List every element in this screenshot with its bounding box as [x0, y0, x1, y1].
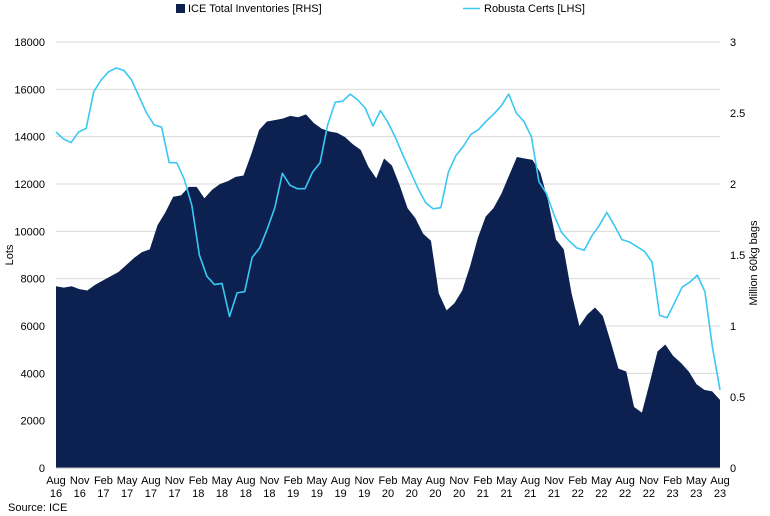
- x-tick-label: Feb 23: [663, 475, 682, 500]
- right-tick-label: 0.5: [730, 392, 745, 404]
- legend-swatch-inventories: [176, 4, 185, 13]
- x-tick-label: Aug 20: [426, 475, 446, 500]
- left-tick-label: 10000: [14, 226, 45, 238]
- right-tick-label: 3: [730, 37, 736, 49]
- x-tick-label: Nov 20: [449, 475, 469, 500]
- robusta-certs-line: [55, 67, 721, 391]
- legend-label-inventories: ICE Total Inventories [RHS]: [188, 3, 322, 15]
- x-tick-label: May 21: [496, 475, 517, 500]
- x-tick-label: Feb 17: [94, 475, 113, 500]
- x-tick-label: Aug 22: [615, 475, 635, 500]
- right-tick-label: 2.5: [730, 108, 745, 120]
- right-tick-label: 1: [730, 321, 736, 333]
- x-tick-label: Nov 21: [544, 475, 564, 500]
- right-tick-label: 0: [730, 463, 736, 475]
- x-tick-label: Aug 18: [236, 475, 256, 500]
- x-tick-label: Feb 19: [284, 475, 303, 500]
- x-tick-label: Nov 19: [355, 475, 375, 500]
- left-tick-label: 16000: [14, 84, 45, 96]
- source-note: Source: ICE: [8, 502, 67, 514]
- x-tick-label: Aug 16: [46, 475, 66, 500]
- x-tick-label: Nov 22: [639, 475, 659, 500]
- right-axis-ticks: 0 0.5 1 1.5 2 2.5 3: [730, 37, 745, 475]
- x-tick-label: May 20: [401, 475, 422, 500]
- legend: ICE Total Inventories [RHS] Robusta Certs…: [176, 3, 585, 15]
- left-axis-ticks: 0 2000 4000 6000 8000 10000 12000 14000 16000 180…: [14, 37, 45, 475]
- left-tick-label: 14000: [14, 132, 45, 144]
- right-tick-label: 2: [730, 179, 736, 191]
- x-tick-label: Feb 20: [379, 475, 398, 500]
- x-tick-label: Aug 23: [710, 475, 730, 500]
- legend-label-robusta: Robusta Certs [LHS]: [484, 3, 585, 15]
- left-tick-label: 12000: [14, 179, 45, 191]
- x-tick-label: Aug 19: [331, 475, 351, 500]
- left-tick-label: 2000: [21, 416, 45, 428]
- x-tick-label: May 22: [591, 475, 612, 500]
- x-tick-label: Feb 21: [473, 475, 492, 500]
- x-tick-label: May 18: [212, 475, 233, 500]
- left-tick-label: 0: [39, 463, 45, 475]
- right-axis-title: Million 60kg bags: [748, 220, 760, 305]
- x-tick-label: Feb 22: [568, 475, 587, 500]
- x-tick-label: Aug 21: [520, 475, 540, 500]
- right-tick-label: 1.5: [730, 250, 745, 262]
- x-tick-label: May 19: [306, 475, 327, 500]
- left-tick-label: 8000: [21, 274, 45, 286]
- x-tick-label: Feb 18: [189, 475, 208, 500]
- left-tick-label: 6000: [21, 321, 45, 333]
- x-tick-label: Nov 17: [165, 475, 185, 500]
- x-tick-label: Nov 18: [260, 475, 280, 500]
- left-axis-title: Lots: [4, 244, 16, 265]
- left-tick-label: 18000: [14, 37, 45, 49]
- x-tick-label: May 17: [117, 475, 138, 500]
- inventories-area: [56, 114, 720, 469]
- left-tick-label: 4000: [21, 368, 45, 380]
- x-tick-label: May 23: [686, 475, 707, 500]
- x-tick-label: Nov 16: [70, 475, 90, 500]
- x-tick-label: Aug 17: [141, 475, 161, 500]
- plot-area: [55, 67, 721, 469]
